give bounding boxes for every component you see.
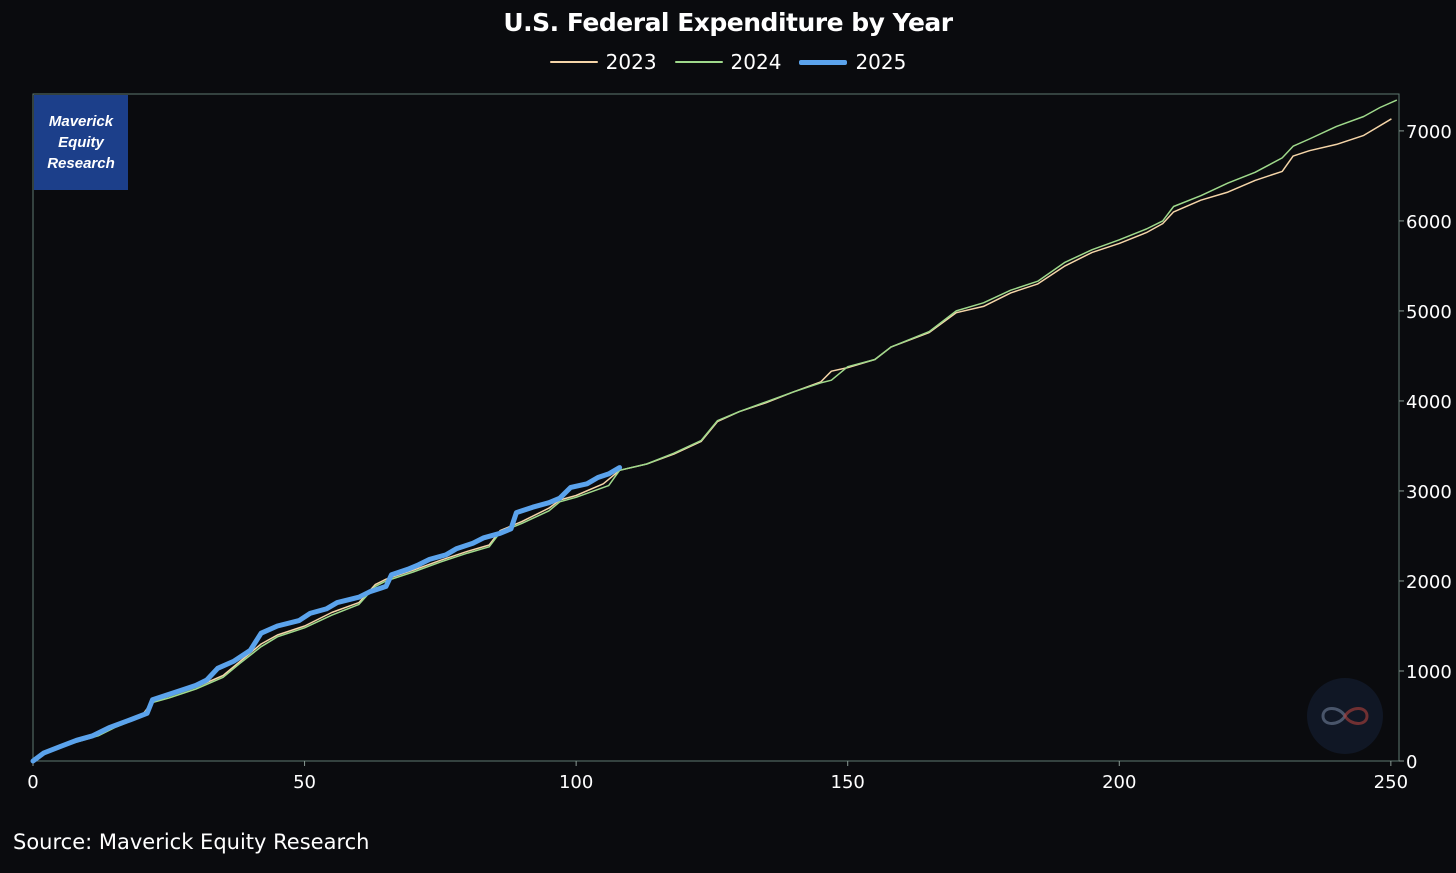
source-note: Source: Maverick Equity Research <box>13 830 370 854</box>
legend-swatch-2025 <box>799 59 848 65</box>
legend-item-2025[interactable]: 2025 <box>799 50 906 74</box>
logo-badge: Maverick Equity Research <box>34 95 128 190</box>
y-tick-label: 6000 <box>1406 212 1452 233</box>
series-line-2023 <box>32 118 1392 762</box>
infinity-logo-icon <box>1307 678 1383 754</box>
legend-item-2023[interactable]: 2023 <box>549 50 657 74</box>
series-line-2024 <box>32 99 1398 762</box>
x-tick-label: 0 <box>27 772 38 793</box>
legend-item-2024[interactable]: 2024 <box>674 50 782 74</box>
series-line-2025 <box>30 465 623 764</box>
y-tick-label: 1000 <box>1406 662 1452 683</box>
chart-title: U.S. Federal Expenditure by Year <box>503 8 953 37</box>
legend-swatch-2023 <box>549 61 598 63</box>
y-tick-label: 2000 <box>1406 572 1452 593</box>
legend-label-2023: 2023 <box>605 50 657 74</box>
legend-label-2025: 2025 <box>855 50 907 74</box>
x-tick-label: 250 <box>1374 772 1408 793</box>
legend-label-2024: 2024 <box>730 50 782 74</box>
y-tick-label: 5000 <box>1406 302 1452 323</box>
y-tick-label: 4000 <box>1406 392 1452 413</box>
plot-frame <box>32 93 1400 762</box>
legend-swatch-2024 <box>674 61 723 63</box>
y-tick-label: 0 <box>1406 752 1417 773</box>
x-tick-label: 150 <box>831 772 865 793</box>
y-tick-label: 7000 <box>1406 122 1452 143</box>
x-tick-label: 100 <box>559 772 593 793</box>
x-tick-label: 200 <box>1102 772 1136 793</box>
x-tick-label: 50 <box>293 772 316 793</box>
legend: 2023 2024 2025 <box>0 50 1456 74</box>
y-tick-label: 3000 <box>1406 482 1452 503</box>
